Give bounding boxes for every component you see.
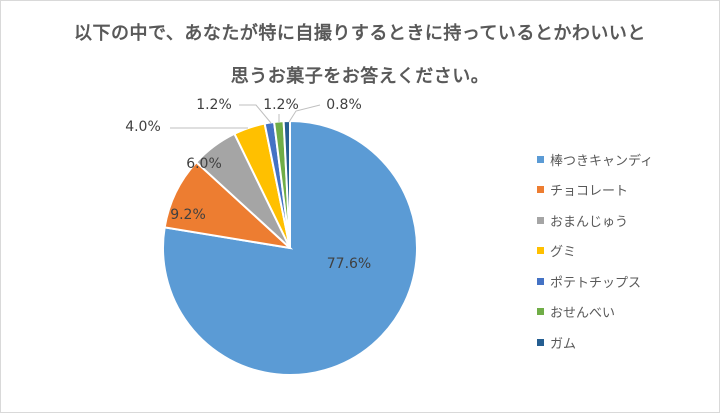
pie-slice-lollipop: [162, 119, 418, 376]
legend-swatch-icon: [537, 247, 544, 255]
data-label-gum: 0.8%: [326, 97, 362, 113]
leader-lines: [170, 104, 321, 129]
legend-swatch-icon: [537, 308, 544, 316]
data-labels: 77.6% 9.2% 6.0% 4.0% 1.2% 1.2% 0.8%: [125, 97, 371, 272]
legend-label: おまんじゅう: [550, 214, 629, 230]
legend-item-lollipop: 棒つきキャンディ: [537, 144, 653, 175]
legend-item-manju: おまんじゅう: [537, 205, 653, 236]
legend-item-chocolate: チョコレート: [537, 175, 653, 206]
legend-label: 棒つきキャンディ: [550, 153, 654, 169]
chart-title-line1: 以下の中で、あなたが特に自撮りするときに持っているとかわいいと: [74, 23, 646, 44]
legend-label: ガム: [550, 336, 577, 352]
legend-item-senbei: おせんべい: [537, 297, 653, 328]
data-label-lollipop: 77.6%: [327, 256, 371, 272]
legend-swatch-icon: [537, 155, 544, 163]
legend: 棒つきキャンディ チョコレート おまんじゅう グミ ポテトチップス おせんべい …: [537, 144, 653, 358]
legend-item-gummy: グミ: [537, 236, 653, 267]
leader-line: [288, 104, 321, 123]
legend-swatch-icon: [537, 186, 544, 194]
legend-swatch-icon: [537, 216, 544, 224]
legend-label: ポテトチップス: [550, 275, 642, 291]
legend-swatch-icon: [537, 277, 544, 285]
data-label-gummy: 4.0%: [125, 119, 161, 135]
legend-label: おせんべい: [550, 306, 616, 322]
legend-label: チョコレート: [550, 184, 629, 200]
chart-title-line2: 思うお菓子をお答えください。: [230, 66, 490, 87]
leader-line: [239, 104, 272, 124]
data-label-manju: 6.0%: [186, 156, 222, 172]
pie-slices: [162, 119, 418, 376]
data-label-senbei: 1.2%: [263, 97, 299, 113]
legend-item-potato-chips: ポテトチップス: [537, 266, 653, 297]
legend-label: グミ: [550, 245, 577, 261]
legend-item-gum: ガム: [537, 327, 653, 358]
data-label-potato-chips: 1.2%: [196, 97, 232, 113]
data-label-chocolate: 9.2%: [170, 207, 206, 223]
legend-swatch-icon: [537, 338, 544, 346]
